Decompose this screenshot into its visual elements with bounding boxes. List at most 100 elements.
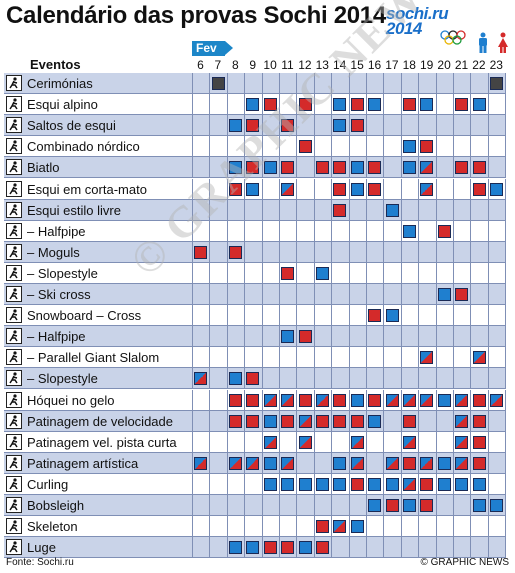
medal-cell [455,98,469,112]
grid-line [348,220,350,242]
grid-line [209,431,211,453]
medal-cell [316,520,329,534]
medal-cell [420,499,434,513]
event-row [4,284,506,306]
grid-line [366,115,367,137]
competition-cell [263,414,277,428]
grid-line [470,368,472,390]
grid-line [505,516,507,538]
grid-line [279,220,280,242]
competition-cell [437,456,451,470]
grid-line [453,431,454,453]
grid-line [348,326,350,348]
slopestyle-icon [6,264,22,281]
grid-line [261,262,263,284]
ski-cross-icon [6,286,22,302]
day-label-20: 20 [437,58,451,72]
event-label: Skeleton [27,519,78,535]
grid-line [331,495,333,517]
grid-line [313,284,315,306]
female-figure-icon [498,32,508,53]
mixed-cell [455,414,469,428]
grid-line [435,368,437,390]
grid-line [313,241,315,263]
grid-line [470,94,472,116]
grid-line [244,241,246,263]
competition-cell [368,414,382,428]
grid-line [435,284,437,306]
grid-line [505,241,507,263]
logo-line-2: 2014 [386,19,422,38]
grid-line [348,537,350,559]
grid-line [400,241,402,263]
grid-line [348,241,350,263]
medal-cell [350,414,364,428]
grid-line [435,389,437,411]
grid-line [348,452,350,474]
grid-line [244,115,246,137]
event-label: Biatlo [27,160,60,176]
competition-cell [263,456,277,470]
grid-line [366,136,367,158]
grid-line [383,136,385,158]
freestyle-icon [6,201,22,218]
grid-line [348,305,350,327]
grid-line [192,305,193,327]
grid-line [453,220,454,242]
grid-line [313,368,315,390]
grid-line [435,241,437,263]
grid-line [261,347,263,369]
grid-line [331,347,333,369]
grid-line [348,136,350,158]
events-header: Eventos [30,57,81,72]
medal-cell [263,541,277,555]
grid-line [226,199,228,221]
nordic-combined-icon [6,138,22,155]
medal-cell [420,477,434,491]
grid-line [400,410,402,432]
grid-line [244,410,246,432]
grid-line [348,389,350,411]
medal-cell [246,119,260,133]
grid-line [383,347,385,369]
mixed-cell [246,456,260,470]
competition-cell [333,98,347,112]
grid-line [366,495,367,517]
grid-line [487,115,489,137]
medal-cell [403,456,416,470]
grid-line [209,305,211,327]
grid-line [313,178,315,200]
medal-cell [455,161,469,175]
grid-line [453,410,454,432]
male-figure-icon [479,32,487,53]
mixed-cell [263,393,277,407]
grid-line [418,305,420,327]
grid-line [261,495,263,517]
competition-cell [350,161,364,175]
grid-line [192,410,193,432]
grid-line [331,305,333,327]
grid-line [366,178,367,200]
grid-line [348,115,350,137]
grid-line [261,305,263,327]
cross-country-icon [6,180,22,197]
grid-line [453,136,454,158]
grid-line [418,220,420,242]
grid-line [261,136,263,158]
mixed-cell [281,393,295,407]
day-label-22: 22 [472,58,486,72]
medal-cell [229,393,242,407]
grid-line [279,241,280,263]
grid-line [279,495,280,517]
grid-line [296,347,298,369]
event-row [4,262,506,284]
medal-cell [333,182,347,196]
grid-line [487,241,489,263]
grid-line [348,431,350,453]
grid-line [348,347,350,369]
grid-line [192,431,193,453]
grid-line [453,495,454,517]
grid-line [279,157,280,179]
grid-line [505,220,507,242]
grid-line [226,73,228,95]
